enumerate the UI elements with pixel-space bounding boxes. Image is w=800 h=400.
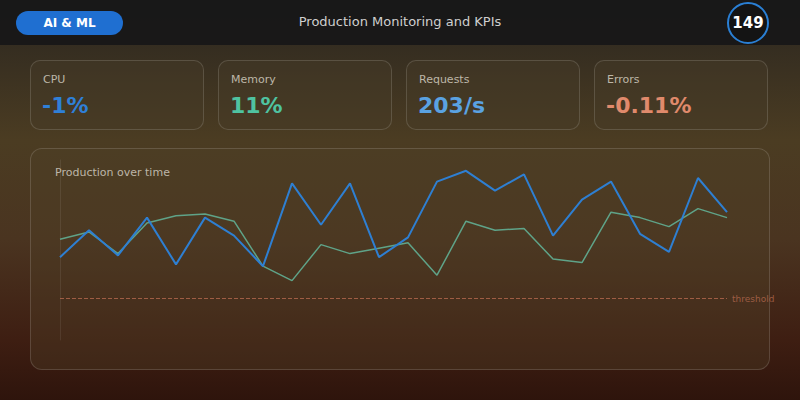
html-text:11%: 11% (230, 93, 283, 118)
html-text:Errors: Errors (607, 73, 640, 86)
html-text:CPU: CPU (43, 73, 66, 86)
html-text:Requests: Requests (419, 73, 470, 86)
html-text:Memory: Memory (231, 73, 276, 86)
html-text:-1%: -1% (42, 93, 89, 118)
html-text:203/s: 203/s (418, 93, 486, 118)
html-text:149: 149 (732, 14, 764, 32)
svg-text:threshold: threshold (732, 294, 774, 304)
svg-text:Production over time: Production over time (55, 166, 170, 179)
html-text:-0.11%: -0.11% (606, 93, 692, 118)
html-text:AI & ML: AI & ML (43, 16, 96, 30)
html-text:Production Monitoring and KPIs: Production Monitoring and KPIs (298, 14, 502, 29)
